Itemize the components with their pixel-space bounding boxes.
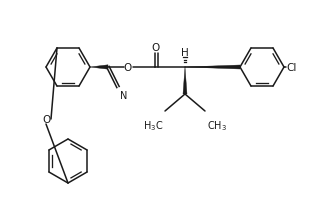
Text: Cl: Cl (286, 63, 296, 73)
Text: CH$_3$: CH$_3$ (207, 118, 227, 132)
Polygon shape (183, 68, 187, 95)
Text: O: O (152, 43, 160, 53)
Text: H$_3$C: H$_3$C (143, 118, 163, 132)
Polygon shape (90, 65, 108, 70)
Text: O: O (42, 115, 50, 124)
Polygon shape (185, 66, 240, 70)
Text: H: H (181, 48, 189, 58)
Text: O: O (124, 63, 132, 73)
Text: N: N (120, 90, 127, 101)
